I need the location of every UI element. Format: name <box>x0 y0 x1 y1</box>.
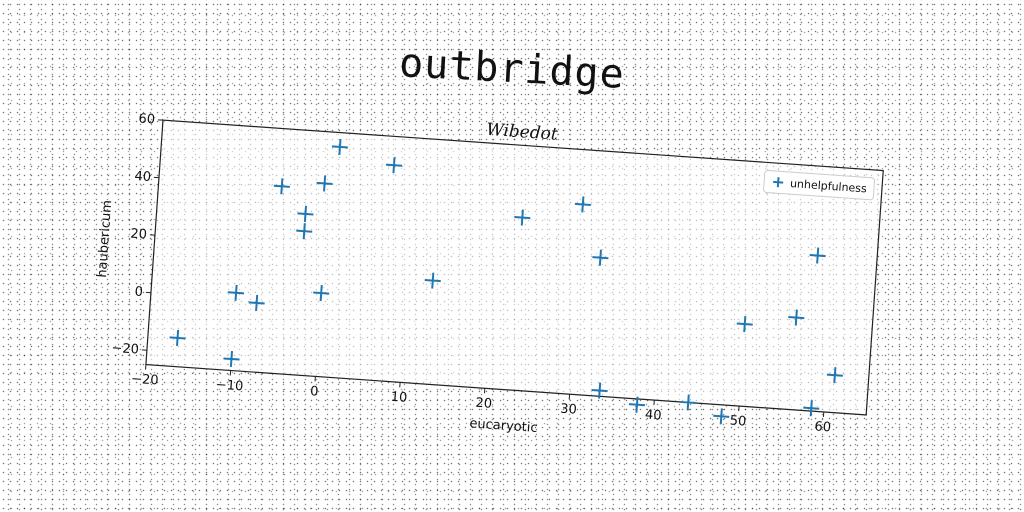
x-tick-label: −10 <box>215 378 243 395</box>
axis-ticks: −20 −10 0 10 20 30 40 50 60 −20 0 20 40 60 <box>111 111 832 435</box>
data-point <box>826 367 843 384</box>
x-axis-label: eucaryotic <box>469 416 538 436</box>
plot-group: −20 −10 0 10 20 30 40 50 60 −20 0 20 40 60 Wibedot eu… <box>95 111 884 436</box>
data-point <box>713 408 730 425</box>
x-tick-label: 50 <box>729 413 747 429</box>
chart-title: Wibedot <box>486 120 559 145</box>
legend-label: unhelpfulness <box>790 177 868 195</box>
x-tick-label: 40 <box>644 408 662 424</box>
y-tick-label: −20 <box>111 341 139 358</box>
data-point <box>574 196 591 213</box>
y-tick-label: 40 <box>134 169 152 185</box>
legend: unhelpfulness <box>763 169 875 201</box>
data-point <box>680 394 697 411</box>
data-point <box>424 272 441 289</box>
data-point <box>316 175 333 192</box>
x-tick-label: 10 <box>390 390 408 406</box>
data-point <box>228 284 245 301</box>
data-point <box>223 350 240 368</box>
legend-marker <box>773 177 784 188</box>
x-tick-label: −20 <box>131 372 159 389</box>
x-tick-label: 60 <box>814 419 832 435</box>
data-point <box>169 329 186 346</box>
plot-frame <box>145 119 884 416</box>
data-point <box>248 294 265 312</box>
data-point <box>313 284 330 302</box>
y-tick-label: 20 <box>130 226 148 242</box>
data-point <box>331 138 348 156</box>
data-point <box>297 205 314 222</box>
data-points <box>169 138 843 425</box>
data-point <box>809 247 826 264</box>
x-tick-label: 30 <box>560 402 578 418</box>
y-tick-label: 60 <box>138 111 156 127</box>
legend-box <box>763 169 875 201</box>
data-point <box>803 400 820 417</box>
y-axis-label: haubericum <box>95 200 115 279</box>
data-point <box>591 382 608 399</box>
data-point <box>736 316 753 333</box>
data-point <box>273 178 290 195</box>
data-point <box>296 223 313 240</box>
data-point <box>592 249 609 266</box>
data-point <box>788 309 805 326</box>
x-tick-label: 0 <box>310 384 319 400</box>
data-point <box>628 396 646 413</box>
data-point <box>514 209 531 226</box>
data-point <box>385 157 403 174</box>
x-tick-label: 20 <box>475 396 493 412</box>
y-tick-label: 0 <box>134 285 143 301</box>
